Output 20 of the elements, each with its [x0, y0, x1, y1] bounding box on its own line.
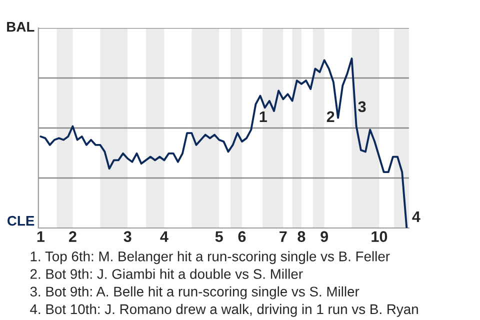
x-tick-label: 5: [215, 231, 223, 242]
text: 2. Bot 9th: J. Giambi hit a double vs S. Miller: [30, 268, 303, 279]
annotation: 1: [260, 111, 267, 122]
x-tick-label: 4: [160, 231, 168, 242]
x-tick-label: 10: [372, 231, 388, 242]
text: 3. Bot 9th: A. Belle hit a run-scoring single vs S. Miller: [30, 286, 360, 300]
text: 4: [412, 211, 420, 222]
x-tick-label: 8: [298, 231, 306, 242]
x-tick-label: 6: [238, 231, 246, 242]
text: CLE: [7, 216, 34, 226]
annotation: 2: [326, 111, 334, 122]
text: 4. Bot 10th: J. Romano drew a walk, driving in 1 run vs B. Ryan: [30, 304, 418, 317]
x-tick-label: 7: [280, 231, 287, 242]
x-tick-label: 9: [320, 231, 328, 242]
text: 1. Top 6th: M. Belanger hit a run-scoring single vs B. Feller: [30, 251, 390, 264]
x-tick-label: 3: [124, 231, 132, 242]
x-tick-label: 2: [68, 231, 76, 242]
annotation: 3: [358, 101, 366, 112]
text: BAL: [7, 22, 34, 32]
x-tick-label: 1: [37, 231, 45, 242]
